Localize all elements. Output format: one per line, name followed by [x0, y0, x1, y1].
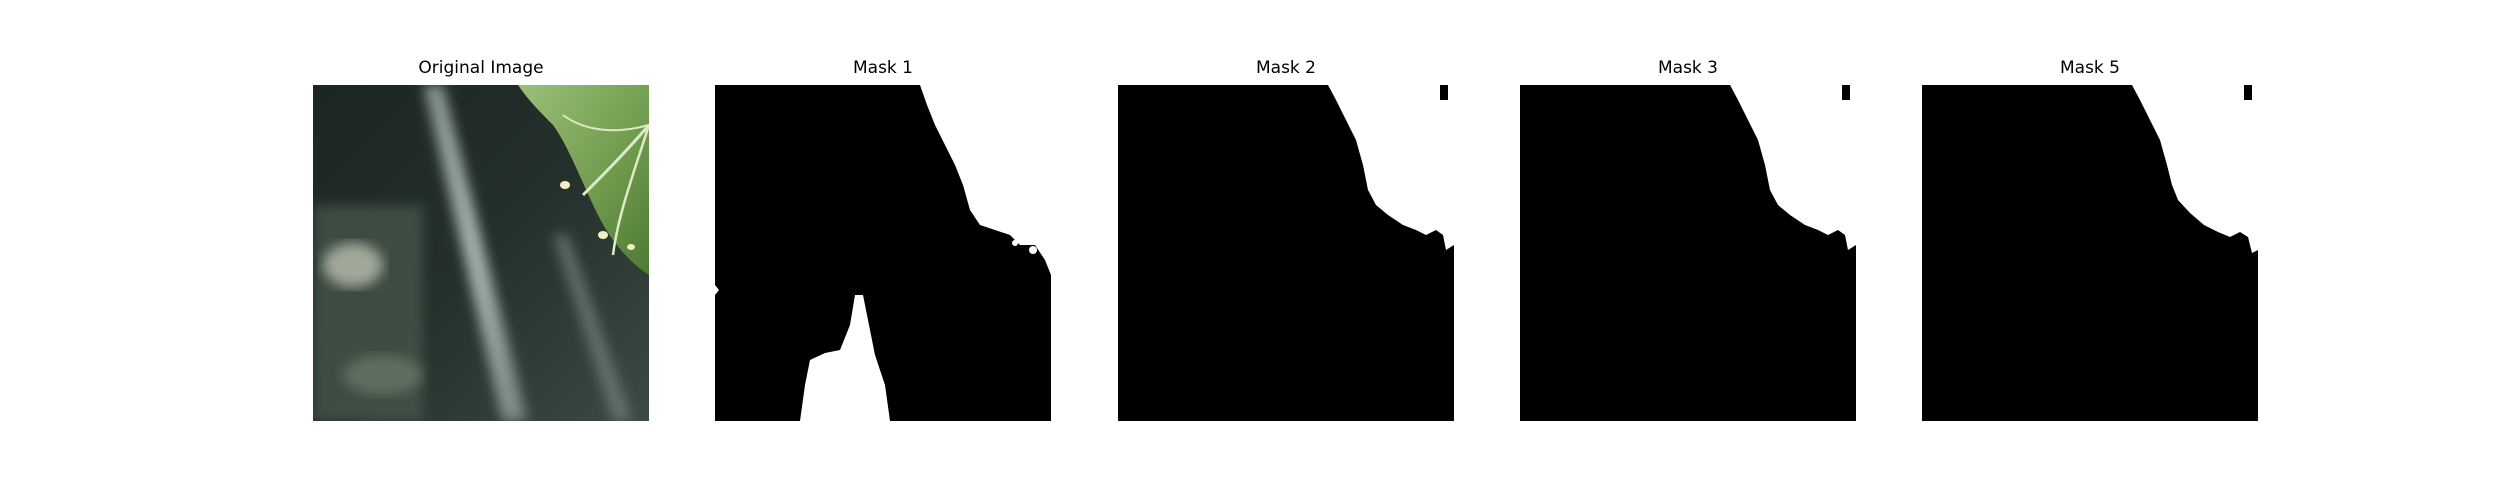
original-image	[313, 85, 649, 421]
panel-title: Mask 5	[2059, 58, 2120, 78]
panel-title: Mask 2	[1255, 58, 1316, 78]
mask-2-image	[1118, 85, 1454, 421]
mask-3-image	[1520, 85, 1856, 421]
panel-title: Mask 1	[852, 58, 913, 78]
mask-5-image	[1922, 85, 2258, 421]
panel-title: Mask 3	[1657, 58, 1718, 78]
panel-title: Original Image	[418, 58, 544, 78]
mask-1-image	[715, 85, 1051, 421]
